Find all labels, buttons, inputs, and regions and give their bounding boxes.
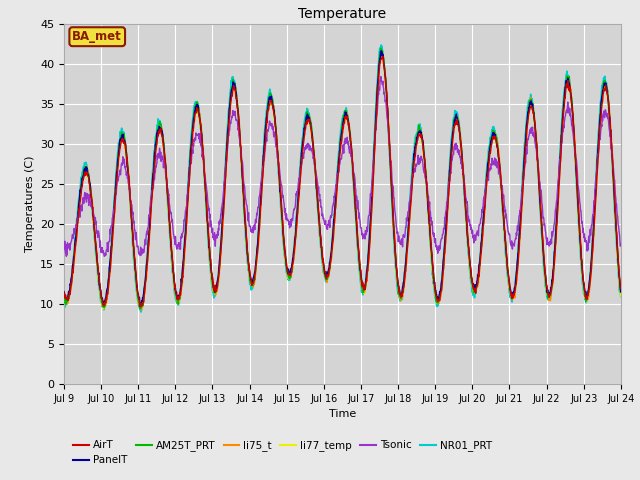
Y-axis label: Temperatures (C): Temperatures (C) — [24, 156, 35, 252]
Text: BA_met: BA_met — [72, 30, 122, 43]
Title: Temperature: Temperature — [298, 8, 387, 22]
Legend: AirT, PanelT, AM25T_PRT, li75_t, li77_temp, Tsonic, NR01_PRT: AirT, PanelT, AM25T_PRT, li75_t, li77_te… — [69, 436, 496, 469]
X-axis label: Time: Time — [329, 409, 356, 419]
